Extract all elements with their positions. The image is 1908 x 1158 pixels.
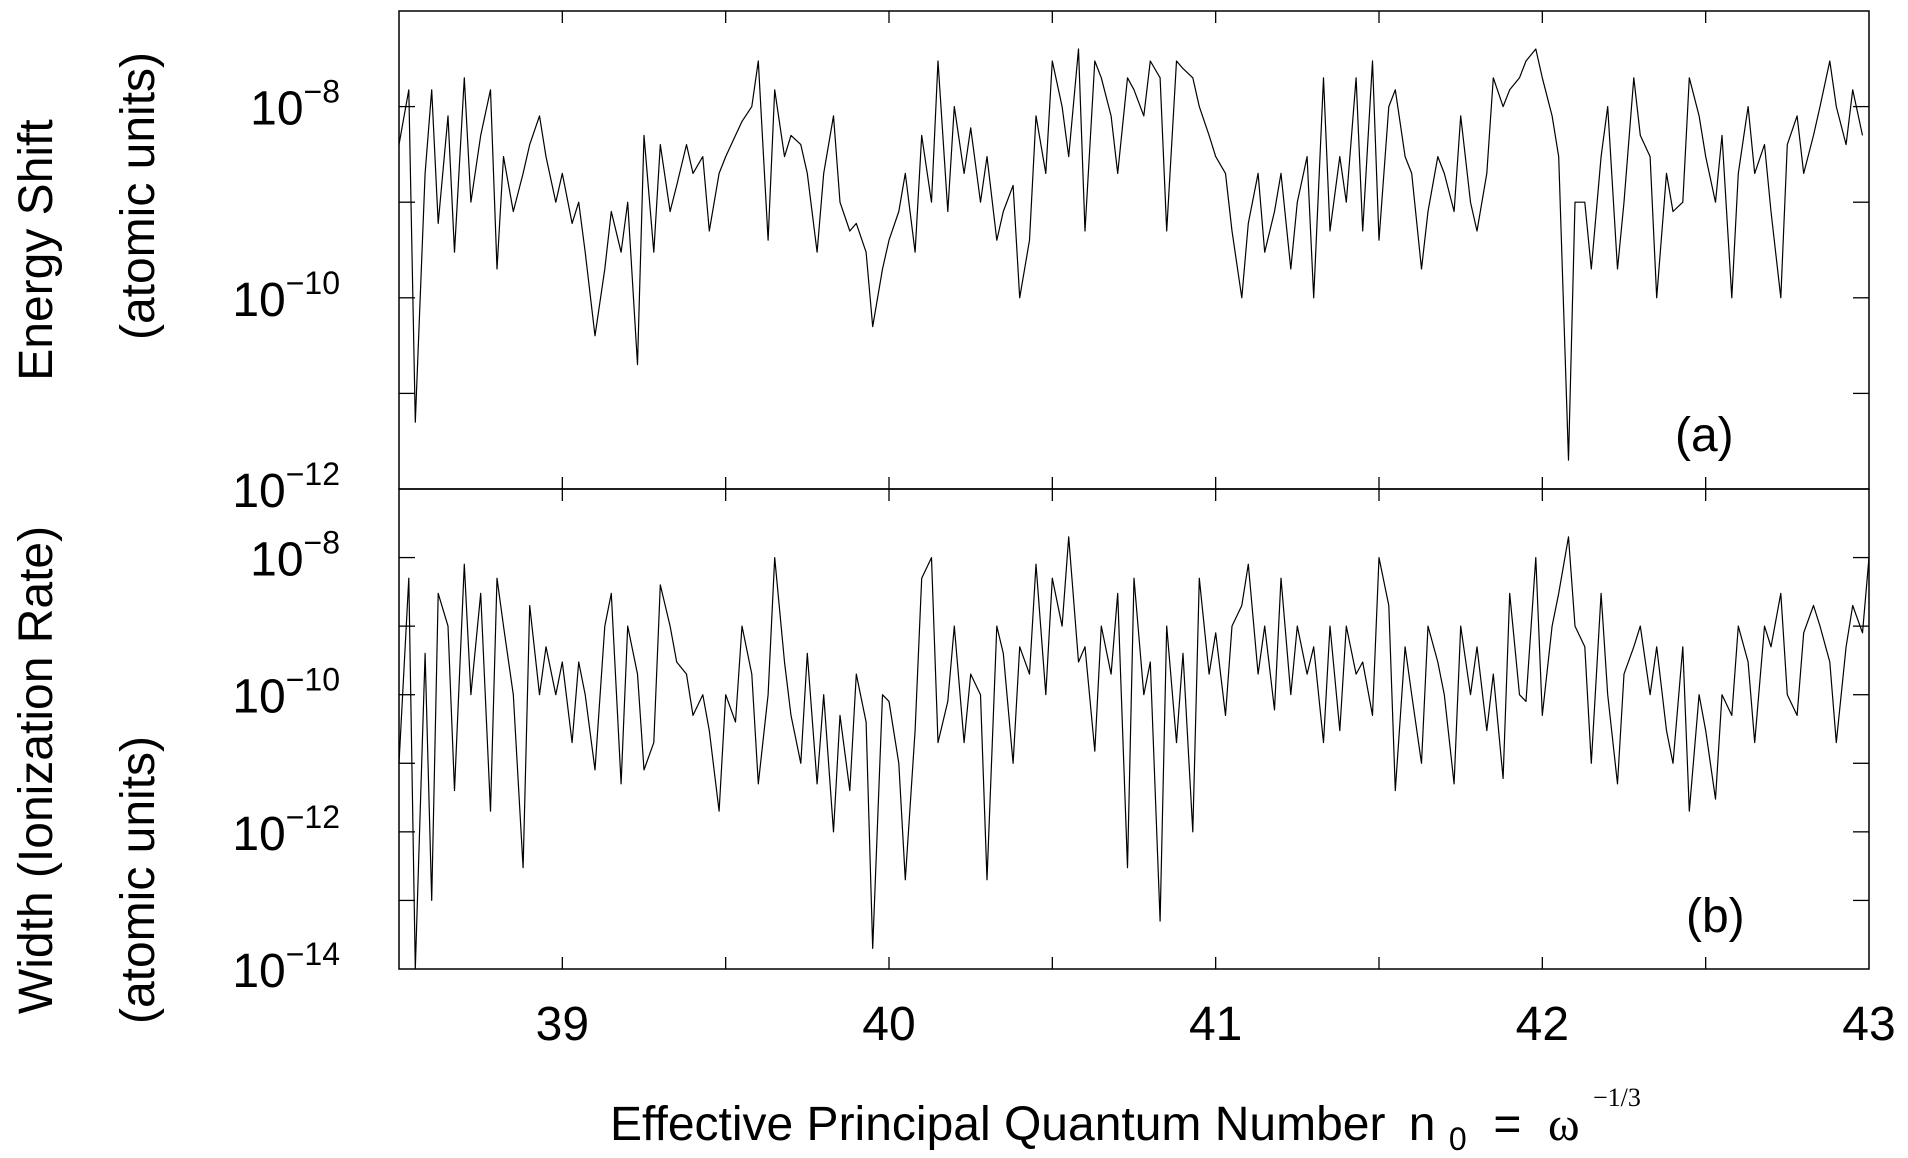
x-tick-label: 39 bbox=[536, 998, 589, 1051]
x-axis-label: Effective Principal Quantum Number n 0 =… bbox=[610, 1083, 1641, 1158]
y-tick-label: 10−10 bbox=[232, 265, 340, 327]
panel-b-y-tick-labels: 10−8 10−10 10−12 10−14 bbox=[232, 525, 340, 998]
panel-a-ticks bbox=[399, 11, 1869, 489]
y-tick-label: 10−10 bbox=[232, 662, 340, 724]
x-tick-label: 42 bbox=[1516, 998, 1569, 1051]
x-tick-label: 40 bbox=[862, 998, 915, 1051]
x-axis-label-text: Effective Principal Quantum Number bbox=[610, 1098, 1385, 1151]
y-tick-label: 10−12 bbox=[232, 456, 340, 518]
x-axis-label-symbol: n bbox=[1409, 1098, 1436, 1151]
x-tick-label: 43 bbox=[1842, 998, 1895, 1051]
panel-a-series-line bbox=[398, 48, 1864, 461]
y-tick-label: 10−14 bbox=[232, 936, 340, 998]
panel-b: 10−8 10−10 10−12 10−14 39 40 41 42 43 (b) Width… bbox=[10, 488, 1896, 1051]
panel-b-ylabel: Width (Ionization Rate) bbox=[10, 526, 63, 1014]
panel-b-ticks bbox=[399, 489, 1869, 969]
x-axis-label-omega: ω bbox=[1548, 1098, 1580, 1151]
x-axis-label-subscript: 0 bbox=[1449, 1121, 1467, 1157]
panel-b-series-line bbox=[398, 536, 1870, 970]
x-axis-label-superscript: −1/3 bbox=[1593, 1083, 1641, 1112]
y-tick-label: 10−8 bbox=[250, 525, 340, 587]
panel-a-ylabel-units: (atomic units) bbox=[112, 52, 165, 340]
panel-b-frame bbox=[398, 488, 1870, 970]
panel-a-y-tick-labels: 10−8 10−10 10−12 bbox=[232, 74, 340, 518]
panel-b-x-tick-labels: 39 40 41 42 43 bbox=[536, 998, 1896, 1051]
panel-b-label: (b) bbox=[1686, 890, 1745, 943]
x-axis-label-equals: = bbox=[1480, 1098, 1535, 1151]
panel-b-ylabel-units: (atomic units) bbox=[112, 736, 165, 1024]
panel-a: 10−8 10−10 10−12 (a) Energy Shift (atomic … bbox=[10, 10, 1870, 518]
panel-a-label: (a) bbox=[1675, 409, 1734, 462]
panel-a-frame bbox=[398, 10, 1870, 490]
panel-a-ylabel: Energy Shift bbox=[10, 119, 63, 380]
y-tick-label: 10−8 bbox=[250, 74, 340, 136]
x-tick-label: 41 bbox=[1189, 998, 1242, 1051]
y-tick-label: 10−12 bbox=[232, 799, 340, 861]
